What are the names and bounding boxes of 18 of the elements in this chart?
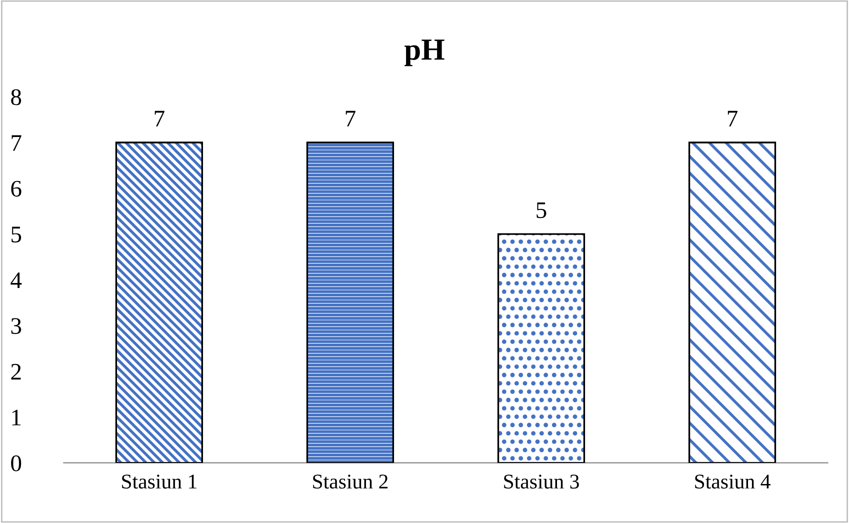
y-tick-label: 8	[11, 89, 22, 106]
y-tick-label: 4	[10, 272, 22, 288]
y-tick-label: 0	[11, 455, 22, 472]
data-label: 5	[536, 202, 546, 218]
x-tick-label: Stasiun 3	[504, 474, 579, 489]
y-tick-label: 7	[12, 135, 22, 151]
y-tick-label: 2	[11, 364, 21, 380]
data-label: 7	[346, 110, 356, 126]
y-tick-label: 1	[12, 410, 21, 426]
data-label: 7	[728, 110, 738, 126]
y-tick-label: 3	[11, 318, 22, 334]
data-label: 7	[154, 110, 164, 126]
x-tick-label: Stasiun 2	[313, 474, 388, 489]
y-tick-label: 6	[11, 180, 22, 197]
x-tick-label: Stasiun 4	[695, 474, 770, 489]
x-tick-label: Stasiun 1	[122, 474, 196, 489]
y-tick-label: 5	[12, 226, 22, 242]
chart-title: pH	[404, 40, 444, 66]
